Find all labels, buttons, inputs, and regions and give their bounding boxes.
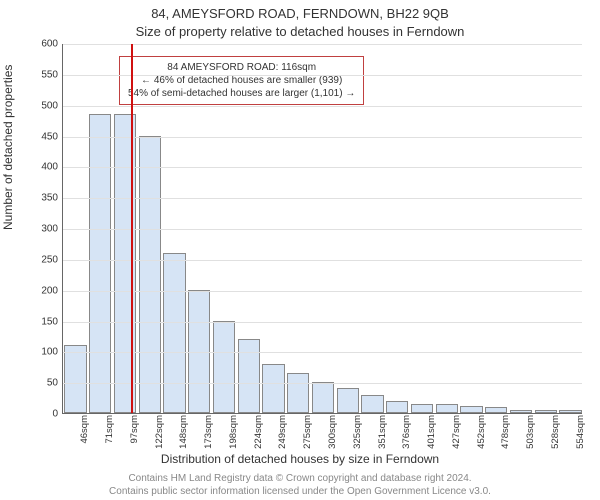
info-box: 84 AMEYSFORD ROAD: 116sqm ← 46% of detac…	[119, 56, 364, 105]
y-tick-label: 0	[52, 409, 63, 420]
chart-title-desc: Size of property relative to detached ho…	[0, 24, 600, 39]
gridline-h	[63, 352, 582, 353]
bar	[213, 321, 235, 414]
x-tick-label: 452sqm	[476, 413, 487, 449]
x-tick-label: 427sqm	[451, 413, 462, 449]
gridline-h	[63, 106, 582, 107]
bar	[139, 136, 161, 414]
gridline-h	[63, 260, 582, 261]
info-line-1: 84 AMEYSFORD ROAD: 116sqm	[128, 61, 355, 74]
x-tick-label: 122sqm	[154, 413, 165, 449]
x-tick-label: 528sqm	[550, 413, 561, 449]
info-line-3: 54% of semi-detached houses are larger (…	[128, 87, 355, 100]
x-tick-label: 249sqm	[277, 413, 288, 449]
x-tick-label: 224sqm	[253, 413, 264, 449]
y-tick-label: 150	[41, 316, 63, 327]
x-tick-label: 478sqm	[500, 413, 511, 449]
y-tick-label: 400	[41, 162, 63, 173]
x-tick-label: 71sqm	[104, 413, 115, 444]
y-tick-label: 250	[41, 254, 63, 265]
y-tick-label: 300	[41, 224, 63, 235]
y-axis-label: Number of detached properties	[1, 65, 15, 230]
bar	[361, 395, 383, 414]
bar	[436, 404, 458, 413]
x-tick-label: 300sqm	[327, 413, 338, 449]
x-tick-label: 503sqm	[525, 413, 536, 449]
plot-area: 84 AMEYSFORD ROAD: 116sqm ← 46% of detac…	[62, 44, 582, 414]
bar	[163, 253, 185, 413]
x-tick-label: 401sqm	[426, 413, 437, 449]
y-tick-label: 50	[47, 378, 63, 389]
x-axis-label: Distribution of detached houses by size …	[0, 452, 600, 466]
y-tick-label: 200	[41, 285, 63, 296]
bar	[188, 290, 210, 413]
gridline-h	[63, 44, 582, 45]
gridline-h	[63, 229, 582, 230]
bar	[386, 401, 408, 413]
x-tick-label: 198sqm	[228, 413, 239, 449]
bar	[411, 404, 433, 413]
x-tick-label: 325sqm	[352, 413, 363, 449]
bar	[64, 345, 86, 413]
x-tick-label: 376sqm	[401, 413, 412, 449]
x-tick-label: 173sqm	[203, 413, 214, 449]
footer-line-1: Contains HM Land Registry data © Crown c…	[0, 473, 600, 484]
y-tick-label: 100	[41, 347, 63, 358]
info-line-2: ← 46% of detached houses are smaller (93…	[128, 74, 355, 87]
marker-line	[131, 44, 133, 413]
footer-line-2: Contains public sector information licen…	[0, 486, 600, 497]
x-tick-label: 554sqm	[575, 413, 586, 449]
gridline-h	[63, 383, 582, 384]
gridline-h	[63, 137, 582, 138]
x-tick-label: 351sqm	[377, 413, 388, 449]
x-tick-label: 148sqm	[178, 413, 189, 449]
y-tick-label: 550	[41, 69, 63, 80]
y-tick-label: 600	[41, 39, 63, 50]
bar	[337, 388, 359, 413]
gridline-h	[63, 198, 582, 199]
x-tick-label: 275sqm	[302, 413, 313, 449]
gridline-h	[63, 167, 582, 168]
bar	[460, 406, 482, 413]
x-tick-label: 97sqm	[129, 413, 140, 444]
gridline-h	[63, 322, 582, 323]
y-tick-label: 500	[41, 100, 63, 111]
gridline-h	[63, 291, 582, 292]
chart-container: 84, AMEYSFORD ROAD, FERNDOWN, BH22 9QB S…	[0, 0, 600, 500]
bar	[238, 339, 260, 413]
gridline-h	[63, 75, 582, 76]
bar	[89, 114, 111, 413]
bar	[262, 364, 284, 413]
bar	[287, 373, 309, 413]
y-tick-label: 450	[41, 131, 63, 142]
x-tick-label: 46sqm	[79, 413, 90, 444]
chart-title-address: 84, AMEYSFORD ROAD, FERNDOWN, BH22 9QB	[0, 6, 600, 21]
y-tick-label: 350	[41, 193, 63, 204]
bar	[312, 382, 334, 413]
